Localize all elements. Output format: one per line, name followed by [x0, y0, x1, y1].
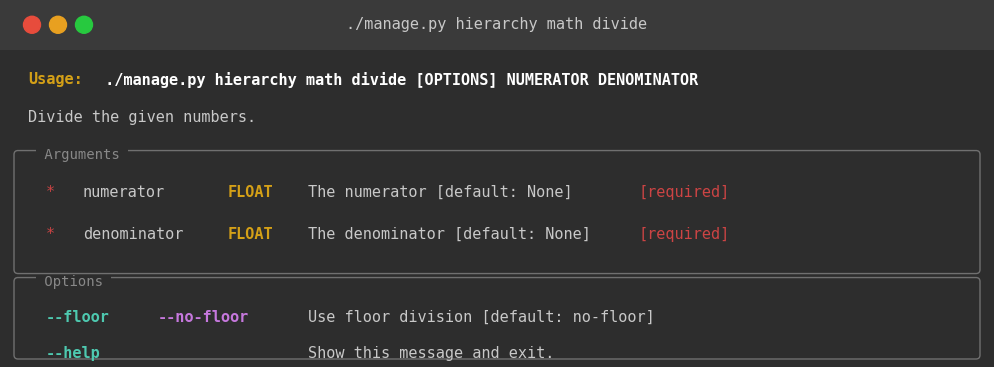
Text: FLOAT: FLOAT: [228, 227, 273, 242]
Text: [required]: [required]: [638, 185, 730, 200]
Circle shape: [76, 16, 92, 33]
Text: [required]: [required]: [638, 227, 730, 242]
Text: numerator: numerator: [83, 185, 165, 200]
Text: The denominator [default: None]: The denominator [default: None]: [308, 227, 600, 242]
Text: ./manage.py hierarchy math divide: ./manage.py hierarchy math divide: [347, 17, 647, 32]
Text: Show this message and exit.: Show this message and exit.: [308, 346, 555, 361]
Text: Use floor division [default: no-floor]: Use floor division [default: no-floor]: [308, 310, 655, 325]
Circle shape: [24, 16, 41, 33]
FancyBboxPatch shape: [14, 150, 980, 273]
FancyBboxPatch shape: [14, 277, 980, 359]
Text: ./manage.py hierarchy math divide [OPTIONS] NUMERATOR DENOMINATOR: ./manage.py hierarchy math divide [OPTIO…: [96, 72, 698, 88]
Text: --help: --help: [46, 346, 100, 361]
Text: *: *: [46, 185, 55, 200]
Text: --floor: --floor: [46, 310, 110, 325]
Text: Arguments: Arguments: [36, 148, 128, 161]
Text: Divide the given numbers.: Divide the given numbers.: [28, 110, 256, 125]
Text: denominator: denominator: [83, 227, 183, 242]
Text: FLOAT: FLOAT: [228, 185, 273, 200]
Text: Usage:: Usage:: [28, 72, 83, 87]
Text: *: *: [46, 227, 55, 242]
Bar: [0, 0, 994, 50]
Text: Options: Options: [36, 275, 111, 288]
Text: The numerator [default: None]: The numerator [default: None]: [308, 185, 581, 200]
Text: --no-floor: --no-floor: [158, 310, 249, 325]
Circle shape: [50, 16, 67, 33]
